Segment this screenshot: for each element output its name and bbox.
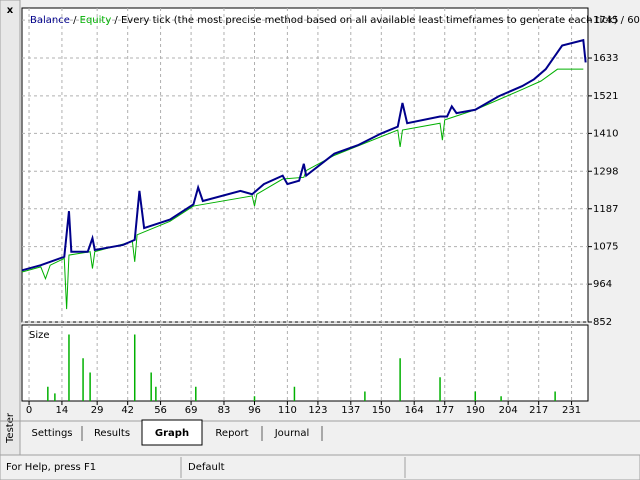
legend-balance: Balance bbox=[30, 15, 70, 26]
x-tick-label: 137 bbox=[341, 405, 360, 416]
x-tick-label: 110 bbox=[278, 405, 297, 416]
tab[interactable]: Graph bbox=[155, 428, 189, 439]
y-tick-label: 1075 bbox=[593, 242, 618, 253]
y-tick-label: 852 bbox=[593, 317, 612, 328]
x-tick-label: 0 bbox=[26, 405, 32, 416]
legend-equity: Equity bbox=[80, 15, 112, 26]
y-tick-label: 1187 bbox=[593, 204, 618, 215]
x-tick-label: 14 bbox=[56, 405, 69, 416]
y-tick-label: 1410 bbox=[593, 128, 618, 139]
x-tick-label: 217 bbox=[529, 405, 548, 416]
y-tick-label: 1521 bbox=[593, 91, 618, 102]
x-tick-label: 190 bbox=[466, 405, 485, 416]
status-help: For Help, press F1 bbox=[6, 462, 96, 473]
y-tick-label: 1633 bbox=[593, 53, 618, 64]
status-bar bbox=[0, 454, 640, 480]
separator: / bbox=[70, 15, 80, 26]
description: / Every tick (the most precise method ba… bbox=[111, 15, 640, 26]
x-tick-label: 69 bbox=[185, 405, 198, 416]
x-tick-label: 83 bbox=[218, 405, 231, 416]
x-tick-label: 164 bbox=[405, 405, 424, 416]
x-tick-label: 150 bbox=[372, 405, 391, 416]
tab[interactable]: Results bbox=[94, 428, 130, 439]
tab[interactable]: Journal bbox=[274, 428, 310, 439]
y-tick-label: 964 bbox=[593, 279, 612, 290]
y-tick-label: 1745 bbox=[593, 15, 618, 26]
grid: 852 964 1075 1187 1298 1410 1521 1633 1745 0 14 29 4… bbox=[22, 8, 618, 416]
x-tick-label: 204 bbox=[499, 405, 518, 416]
size-label: Size bbox=[29, 330, 50, 341]
tab[interactable]: Report bbox=[215, 428, 248, 439]
series-line bbox=[21, 38, 587, 272]
x-tick-label: 42 bbox=[121, 405, 134, 416]
tabs: Settings Results Graph Report Journal bbox=[31, 419, 323, 446]
x-tick-label: 177 bbox=[435, 405, 454, 416]
tab[interactable]: Settings bbox=[31, 428, 72, 439]
x-tick-label: 231 bbox=[562, 405, 581, 416]
x-tick-label: 29 bbox=[91, 405, 104, 416]
side-strip bbox=[0, 0, 21, 456]
tab-active bbox=[141, 419, 203, 446]
size-plot bbox=[21, 324, 589, 402]
panel-name: Tester bbox=[5, 412, 16, 444]
close-button[interactable]: x bbox=[7, 5, 14, 16]
status-profile: Default bbox=[188, 462, 225, 473]
marks bbox=[21, 38, 587, 401]
chart-header: Balance / Equity / Every tick (the most … bbox=[30, 15, 640, 26]
series-line bbox=[21, 68, 584, 310]
y-tick-label: 1298 bbox=[593, 166, 618, 177]
x-tick-label: 96 bbox=[248, 405, 261, 416]
x-tick-label: 123 bbox=[308, 405, 327, 416]
x-tick-label: 56 bbox=[154, 405, 167, 416]
